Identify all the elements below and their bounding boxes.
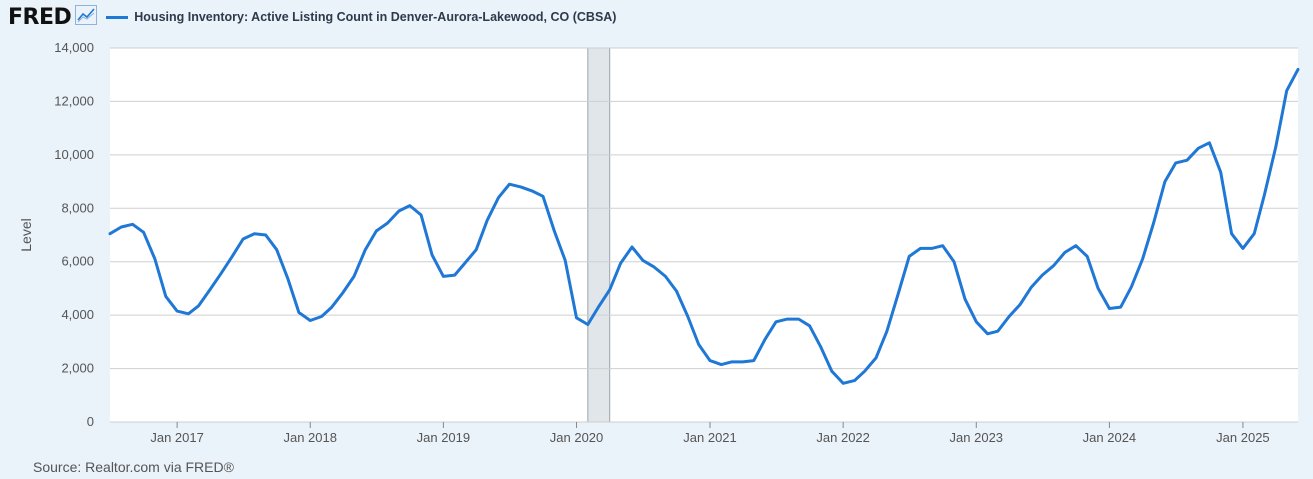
legend-label: Housing Inventory: Active Listing Count …	[134, 10, 617, 24]
y-tick-label: 14,000	[54, 40, 94, 55]
x-tick-label: Jan 2019	[417, 430, 471, 445]
recession-shading	[587, 47, 611, 423]
y-axis-title: Level	[18, 218, 34, 251]
y-tick-label: 2,000	[61, 361, 94, 376]
y-tick-label: 8,000	[61, 200, 94, 215]
y-tick-label: 0	[87, 414, 94, 429]
y-tick-label: 6,000	[61, 254, 94, 269]
series-group	[108, 67, 1300, 385]
x-tick-label: Jan 2018	[283, 430, 337, 445]
x-tick-label: Jan 2023	[950, 430, 1004, 445]
x-tick-label: Jan 2020	[550, 430, 604, 445]
y-tick-label: 12,000	[54, 93, 94, 108]
recession-shading-group	[587, 47, 611, 423]
plot-area	[110, 48, 1298, 422]
x-tick-label: Jan 2022	[816, 430, 870, 445]
y-tick-label: 4,000	[61, 307, 94, 322]
source-note: Source: Realtor.com via FRED®	[33, 459, 234, 475]
chart-line-icon	[75, 4, 98, 30]
x-axis-ticks: Jan 2017 Jan 2018 Jan 2019 Jan 2020 Jan 2021…	[150, 422, 1270, 445]
chart-header: FRED Housing Inventory: Active Listing C…	[8, 4, 616, 30]
x-tick-label: Jan 2024	[1083, 430, 1137, 445]
y-axis-ticks: 0 2,000 4,000 6,000 8,000 10,000 12,000 14,000	[54, 40, 94, 429]
y-tick-label: 10,000	[54, 147, 94, 162]
legend-swatch	[106, 15, 129, 19]
series-line[interactable]	[108, 67, 1300, 385]
fred-logo[interactable]: FRED	[8, 4, 72, 30]
chart-legend: Housing Inventory: Active Listing Count …	[106, 10, 616, 24]
x-tick-label: Jan 2025	[1216, 430, 1270, 445]
gridlines-group	[110, 47, 1298, 423]
x-tick-label: Jan 2021	[683, 430, 737, 445]
x-tick-label: Jan 2017	[150, 430, 204, 445]
